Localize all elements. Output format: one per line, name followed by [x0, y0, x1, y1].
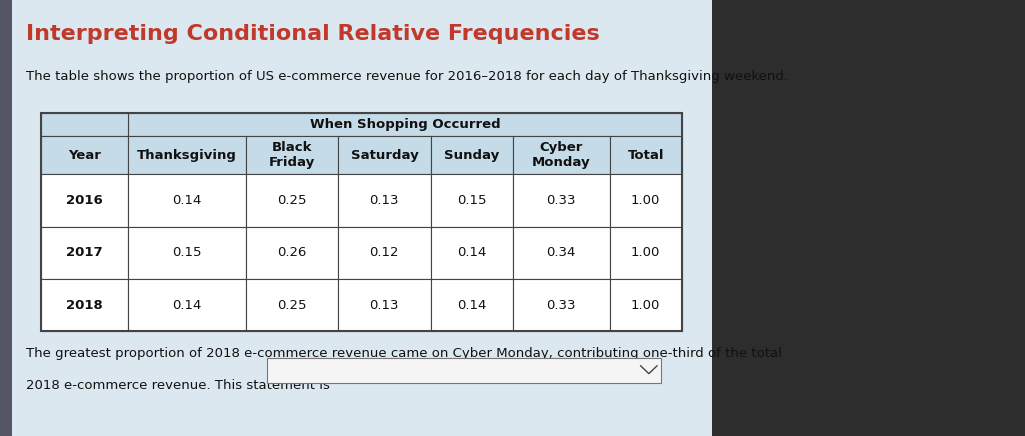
Bar [610, 174, 682, 227]
Bar [338, 227, 430, 279]
Bar [610, 227, 682, 279]
Bar [430, 227, 512, 279]
Text: 0.26: 0.26 [278, 246, 306, 259]
Text: 0.33: 0.33 [546, 299, 576, 312]
Text: 0.25: 0.25 [278, 299, 306, 312]
Text: 0.14: 0.14 [172, 299, 202, 312]
Bar [41, 227, 128, 279]
Text: 1.00: 1.00 [631, 299, 660, 312]
Bar [128, 227, 246, 279]
Bar [246, 174, 338, 227]
Bar [128, 113, 682, 136]
Bar [430, 279, 512, 331]
Text: 0.14: 0.14 [172, 194, 202, 207]
Bar [41, 113, 682, 331]
Text: 0.12: 0.12 [370, 246, 399, 259]
Text: 0.25: 0.25 [278, 194, 306, 207]
Text: Saturday: Saturday [351, 149, 418, 162]
Text: The table shows the proportion of US e-commerce revenue for 2016–2018 for each d: The table shows the proportion of US e-c… [26, 70, 787, 83]
Text: 1.00: 1.00 [631, 246, 660, 259]
Bar [430, 174, 512, 227]
Bar [41, 279, 128, 331]
Text: 0.14: 0.14 [457, 246, 486, 259]
Text: 2016: 2016 [67, 194, 102, 207]
Text: 1.00: 1.00 [631, 194, 660, 207]
Bar [41, 113, 128, 136]
Bar [512, 174, 610, 227]
Bar [128, 174, 246, 227]
Bar [338, 279, 430, 331]
Bar [338, 136, 430, 174]
Bar [128, 136, 246, 174]
Text: 0.33: 0.33 [546, 194, 576, 207]
Bar [338, 174, 430, 227]
Text: Black
Friday: Black Friday [269, 141, 316, 169]
Text: 0.13: 0.13 [370, 299, 399, 312]
Text: Cyber
Monday: Cyber Monday [532, 141, 590, 169]
Bar [128, 279, 246, 331]
Bar [41, 174, 128, 227]
Bar [0, 0, 12, 436]
Text: Interpreting Conditional Relative Frequencies: Interpreting Conditional Relative Freque… [26, 24, 600, 44]
Text: When Shopping Occurred: When Shopping Occurred [310, 118, 500, 131]
Bar [41, 136, 128, 174]
Bar [266, 358, 661, 383]
Text: Sunday: Sunday [444, 149, 499, 162]
Bar [512, 227, 610, 279]
Text: Total: Total [627, 149, 664, 162]
Text: 2018: 2018 [67, 299, 102, 312]
Text: 0.14: 0.14 [457, 299, 486, 312]
Text: 0.34: 0.34 [546, 246, 576, 259]
Text: 2017: 2017 [67, 246, 102, 259]
Text: 0.13: 0.13 [370, 194, 399, 207]
Bar [246, 227, 338, 279]
Text: Year: Year [68, 149, 101, 162]
Bar [610, 136, 682, 174]
Bar [246, 136, 338, 174]
Text: 0.15: 0.15 [172, 246, 202, 259]
Text: The greatest proportion of 2018 e-commerce revenue came on Cyber Monday, contrib: The greatest proportion of 2018 e-commer… [26, 347, 781, 360]
Bar [0, 0, 712, 436]
Text: 2018 e-commerce revenue. This statement is: 2018 e-commerce revenue. This statement … [26, 379, 329, 392]
Bar [430, 136, 512, 174]
Bar [512, 136, 610, 174]
Text: 0.15: 0.15 [457, 194, 486, 207]
Bar [610, 279, 682, 331]
Bar [246, 279, 338, 331]
Text: Thanksgiving: Thanksgiving [137, 149, 237, 162]
Bar [512, 279, 610, 331]
